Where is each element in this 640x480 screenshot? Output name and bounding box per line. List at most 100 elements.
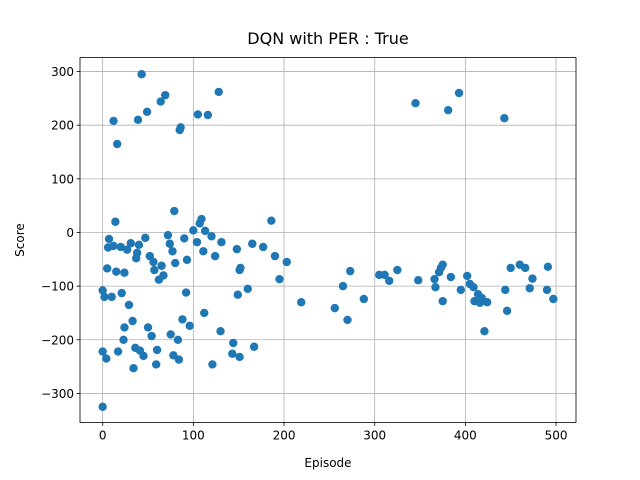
point bbox=[208, 360, 217, 369]
point bbox=[134, 240, 144, 250]
point bbox=[443, 105, 453, 115]
x-tick-label: 0 bbox=[99, 428, 107, 442]
point bbox=[438, 260, 447, 269]
point bbox=[542, 285, 552, 295]
point bbox=[528, 274, 537, 283]
point bbox=[462, 271, 472, 281]
point bbox=[165, 239, 174, 248]
point bbox=[248, 239, 257, 248]
point bbox=[275, 274, 284, 284]
point bbox=[112, 267, 121, 276]
point bbox=[521, 263, 530, 273]
point bbox=[98, 402, 107, 412]
point bbox=[282, 257, 291, 267]
point bbox=[200, 226, 210, 236]
point bbox=[161, 90, 170, 100]
point bbox=[232, 244, 242, 254]
point bbox=[126, 239, 135, 248]
point bbox=[411, 99, 420, 108]
point bbox=[217, 237, 226, 247]
y-tick-label: −200 bbox=[41, 333, 74, 347]
point bbox=[258, 242, 268, 252]
point bbox=[210, 251, 220, 261]
point bbox=[122, 245, 132, 254]
point bbox=[346, 266, 355, 276]
point bbox=[132, 248, 142, 258]
point bbox=[214, 87, 223, 97]
point bbox=[501, 285, 510, 295]
point bbox=[178, 315, 187, 324]
point bbox=[147, 331, 156, 341]
point bbox=[112, 139, 122, 149]
point bbox=[128, 316, 137, 326]
point bbox=[103, 264, 112, 273]
point bbox=[166, 330, 175, 339]
point bbox=[297, 298, 306, 307]
x-tick-label: 500 bbox=[545, 428, 568, 442]
point bbox=[469, 283, 478, 292]
point bbox=[502, 306, 512, 316]
point bbox=[119, 335, 128, 344]
grid bbox=[80, 57, 576, 423]
point bbox=[228, 349, 237, 358]
point bbox=[330, 303, 340, 313]
point bbox=[149, 257, 158, 267]
point bbox=[380, 270, 389, 280]
chart-title: DQN with PER : True bbox=[247, 29, 408, 48]
point bbox=[152, 345, 162, 355]
point bbox=[151, 360, 161, 369]
point bbox=[174, 355, 184, 364]
point bbox=[113, 347, 123, 356]
point bbox=[236, 263, 245, 273]
point bbox=[137, 70, 146, 79]
point bbox=[431, 283, 440, 292]
x-tick-label: 400 bbox=[454, 428, 477, 442]
point bbox=[267, 216, 276, 225]
point bbox=[120, 268, 129, 277]
point bbox=[500, 114, 509, 123]
point bbox=[129, 364, 138, 373]
points bbox=[98, 70, 558, 412]
point bbox=[116, 242, 126, 252]
point bbox=[235, 352, 244, 362]
point bbox=[430, 274, 439, 284]
point bbox=[385, 276, 394, 285]
x-tick-label: 100 bbox=[182, 428, 205, 442]
x-tick-label: 200 bbox=[273, 428, 296, 442]
point bbox=[506, 263, 515, 273]
point bbox=[193, 110, 203, 119]
point bbox=[171, 258, 180, 268]
point bbox=[180, 234, 189, 243]
point bbox=[159, 271, 168, 280]
point bbox=[141, 233, 150, 243]
y-tick-label: 0 bbox=[66, 226, 74, 240]
point bbox=[270, 251, 280, 261]
point bbox=[111, 217, 120, 226]
point bbox=[197, 214, 206, 224]
point bbox=[549, 294, 558, 304]
point bbox=[98, 286, 107, 295]
point bbox=[207, 232, 216, 241]
point bbox=[203, 110, 213, 120]
y-tick-label: −300 bbox=[41, 387, 74, 401]
point bbox=[482, 298, 492, 307]
point bbox=[102, 354, 111, 363]
point bbox=[480, 327, 489, 336]
point bbox=[393, 265, 402, 275]
point bbox=[243, 284, 252, 294]
point bbox=[133, 115, 143, 125]
x-axis-label: Episode bbox=[304, 456, 351, 470]
point bbox=[109, 116, 118, 126]
point bbox=[446, 272, 456, 282]
point bbox=[192, 237, 202, 247]
point bbox=[117, 288, 126, 298]
point bbox=[454, 88, 464, 98]
point bbox=[104, 234, 114, 244]
point bbox=[189, 226, 198, 235]
point bbox=[176, 123, 185, 132]
y-tick-label: −100 bbox=[41, 280, 74, 294]
point bbox=[142, 107, 152, 116]
point bbox=[543, 262, 553, 272]
point bbox=[216, 327, 225, 336]
